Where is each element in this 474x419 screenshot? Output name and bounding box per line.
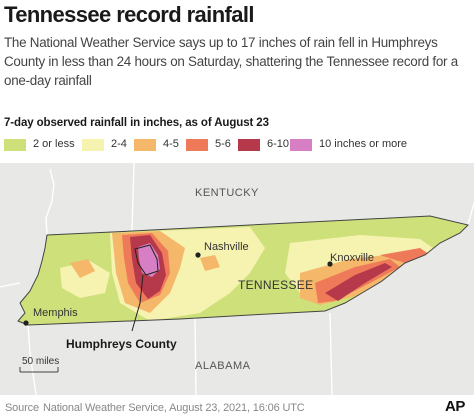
scale-label: 50 miles xyxy=(22,356,59,367)
rain-2-4-west xyxy=(60,261,110,298)
legend-swatch xyxy=(134,139,156,151)
knoxville-label: Knoxville xyxy=(330,252,374,264)
rain-10-or-more xyxy=(138,243,160,277)
knoxville-marker xyxy=(327,261,333,267)
page-title: Tennessee record rainfall xyxy=(4,2,255,27)
legend-swatch xyxy=(186,139,208,151)
rain-5-6-northeast xyxy=(380,248,430,263)
nashville-label: Nashville xyxy=(204,241,249,253)
va-border-line xyxy=(467,202,474,226)
humphreys-county-label: Humphreys County xyxy=(66,337,177,351)
tennessee-outline xyxy=(17,215,469,326)
callout-line xyxy=(131,274,144,332)
kentucky-label: KENTUCKY xyxy=(195,187,259,199)
ar-ms-border xyxy=(27,324,37,395)
legend-label: 6-10 xyxy=(267,138,290,150)
state-borders xyxy=(0,163,474,395)
alabama-label: ALABAMA xyxy=(195,360,251,372)
source-label: Source xyxy=(5,402,39,414)
legend-title: 7-day observed rainfall in inches, as of… xyxy=(4,117,269,129)
al-ga-border xyxy=(329,312,333,395)
rain-4-5-west xyxy=(70,259,95,278)
source-text: National Weather Service, August 23, 202… xyxy=(42,402,305,414)
ms-al-border xyxy=(194,317,197,395)
ap-logo: AP xyxy=(445,398,465,415)
rain-6-10-east xyxy=(325,263,392,301)
legend-label: 4-5 xyxy=(163,138,179,150)
legend-swatch xyxy=(238,139,260,151)
rainfall-map: KENTUCKY ALABAMA TENNESSEE Nashville Kno… xyxy=(0,163,474,395)
nashville-marker xyxy=(195,252,201,258)
tennessee-label: TENNESSEE xyxy=(238,278,313,292)
tennessee-rainfall xyxy=(18,216,468,325)
ar-border-line xyxy=(0,282,21,288)
ky-border-line xyxy=(131,163,135,232)
source-line: Source National Weather Service, August 2… xyxy=(5,402,305,414)
memphis-label: Memphis xyxy=(33,307,78,319)
legend-label: 2 or less xyxy=(33,138,75,150)
legend-label: 10 inches or more xyxy=(319,138,408,150)
legend-swatch xyxy=(4,139,26,151)
humphreys-county-outline xyxy=(134,244,159,276)
legend-swatch xyxy=(82,139,104,151)
rain-4-5-nashville xyxy=(200,255,220,271)
subtitle: The National Weather Service says up to … xyxy=(4,35,458,88)
ky-mo-border xyxy=(45,168,55,236)
memphis-marker xyxy=(23,320,29,326)
legend-swatch xyxy=(290,139,312,151)
scale-bar: 50 miles xyxy=(19,356,59,373)
legend-label: 2-4 xyxy=(111,138,127,150)
legend-label: 5-6 xyxy=(215,138,231,150)
